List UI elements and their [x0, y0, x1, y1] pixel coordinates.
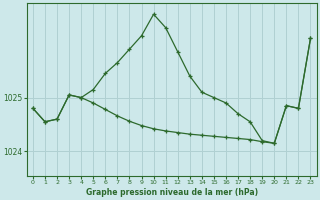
X-axis label: Graphe pression niveau de la mer (hPa): Graphe pression niveau de la mer (hPa) [86, 188, 258, 197]
